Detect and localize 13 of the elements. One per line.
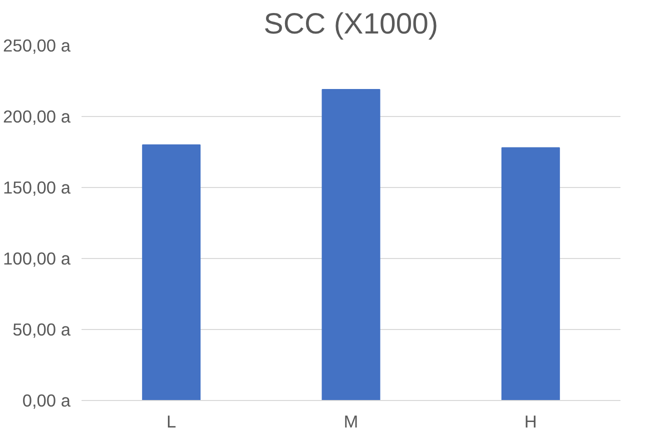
y-tick-label: 200,00 a: [3, 106, 71, 126]
chart-title: SCC (X1000): [264, 8, 438, 40]
y-tick-label: 150,00 a: [3, 178, 71, 198]
y-tick-label: 100,00 a: [3, 248, 71, 268]
x-tick-label: L: [166, 412, 177, 432]
y-tick-label: 250,00 a: [3, 36, 71, 56]
y-tick-label: 50,00 a: [12, 320, 71, 340]
bar: [142, 144, 201, 400]
bar: [322, 89, 380, 400]
y-tick-label: 0,00 a: [22, 390, 71, 410]
bar: [501, 147, 560, 400]
x-tick-label: M: [344, 412, 358, 432]
x-tick-label: H: [524, 412, 537, 432]
